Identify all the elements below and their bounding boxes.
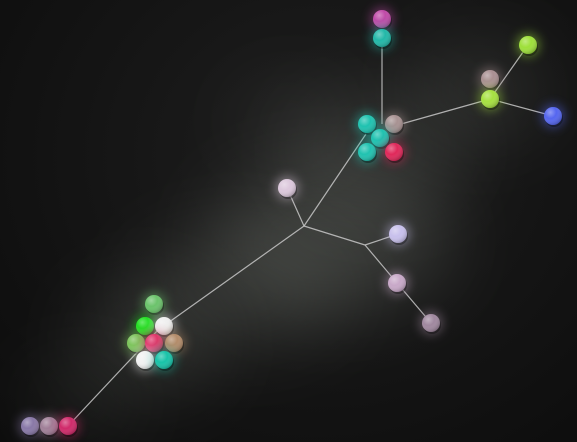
node-shade (388, 274, 406, 292)
n-magenta-top (370, 7, 394, 31)
n-mauve-bl (37, 414, 61, 438)
n-lime-top (516, 33, 540, 57)
node-shade (481, 90, 499, 108)
node-shade (519, 36, 537, 54)
node-shade (145, 295, 163, 313)
tree-edge (303, 225, 366, 246)
node-shade (155, 317, 173, 335)
cluster-left-node (133, 348, 157, 372)
n-lavender-left (275, 176, 299, 200)
node-shade (127, 334, 145, 352)
node-shade (155, 351, 173, 369)
n-blue (541, 104, 565, 128)
n-teal-top (370, 26, 394, 50)
node-shade (358, 115, 376, 133)
n-red-bl (56, 414, 80, 438)
n-mauve-mid (385, 271, 409, 295)
n-lime-mid (478, 87, 502, 111)
node-shade (278, 179, 296, 197)
nodes-layer (18, 7, 565, 438)
node-shade (136, 317, 154, 335)
cluster-top-node (355, 140, 379, 164)
n-taupe (478, 67, 502, 91)
n-purple-bl (18, 414, 42, 438)
n-mauve-low (419, 311, 443, 335)
node-shade (358, 143, 376, 161)
node-shade (145, 334, 163, 352)
node-shade (136, 351, 154, 369)
node-shade (481, 70, 499, 88)
node-shade (544, 107, 562, 125)
node-shade (165, 334, 183, 352)
cluster-top-node (382, 140, 406, 164)
tree-edge (393, 98, 491, 127)
node-shade (59, 417, 77, 435)
n-lavender-right (386, 222, 410, 246)
node-shade (389, 225, 407, 243)
node-shade (422, 314, 440, 332)
cluster-left-node (142, 292, 166, 316)
cluster-left-node (152, 348, 176, 372)
node-shade (21, 417, 39, 435)
tree-edge (157, 225, 305, 331)
haze-blob (410, 40, 550, 140)
node-shade (385, 115, 403, 133)
node-shade (371, 129, 389, 147)
node-shade (373, 10, 391, 28)
node-shade (373, 29, 391, 47)
haze-blob (230, 80, 350, 160)
node-shade (40, 417, 58, 435)
node-shade (385, 143, 403, 161)
